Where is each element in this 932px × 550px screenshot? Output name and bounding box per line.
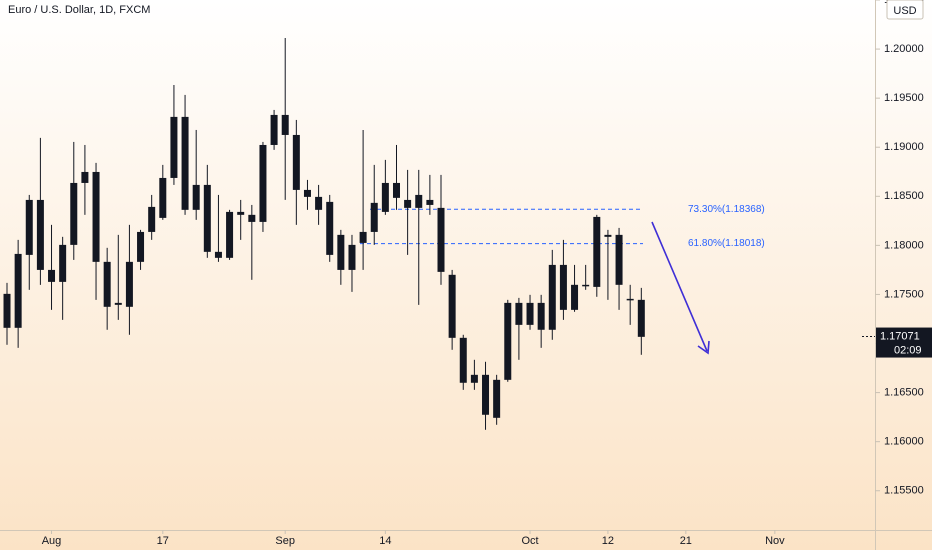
candle-body [248, 214, 256, 222]
candle-body [559, 264, 567, 310]
candle-body [415, 194, 423, 208]
candle-body [48, 269, 56, 282]
chart-title: Euro / U.S. Dollar, 1D, FXCM [8, 4, 150, 16]
candle-body [626, 298, 634, 301]
candle-body [292, 134, 300, 190]
candle-body [3, 293, 11, 328]
candle-body [70, 182, 78, 245]
countdown-label: 02:09 [894, 344, 922, 356]
candle-body [593, 216, 601, 287]
y-tick-label: 1.16000 [884, 436, 924, 448]
y-tick-label: 1.18500 [884, 190, 924, 202]
candle-body [281, 114, 289, 135]
candle-body [548, 264, 556, 330]
candle-body [92, 171, 100, 262]
candle-body [14, 253, 22, 328]
y-tick-label: 1.16500 [884, 386, 924, 398]
candle-body [470, 374, 478, 383]
x-tick-label: 21 [680, 535, 692, 547]
candle-body [426, 199, 434, 205]
candle-body [493, 379, 501, 418]
candle-body [582, 284, 590, 287]
plot-area: 73.30%(1.18368) 61.80%(1.18018) [3, 37, 765, 430]
candle-body [303, 189, 311, 197]
y-tick-label: 1.15500 [884, 485, 924, 497]
x-tick-label: 14 [379, 535, 391, 547]
x-tick-label: 12 [602, 535, 614, 547]
candle-body [192, 184, 200, 210]
fib-level-label: 61.80%(1.18018) [688, 238, 765, 249]
candle-body [214, 251, 222, 258]
candle-body [181, 116, 189, 210]
candle-body [226, 211, 234, 258]
candle-body [137, 231, 145, 262]
candle-body [370, 202, 378, 232]
candle-body [604, 234, 612, 237]
last-price-label: 1.17071 [880, 330, 920, 342]
candle-body [114, 302, 122, 305]
candle-body [504, 302, 512, 380]
y-tick-label: 1.19000 [884, 141, 924, 153]
candle-body [159, 177, 167, 218]
y-tick-label: 1.19500 [884, 92, 924, 104]
arrow-line [651, 221, 708, 352]
candle-body [348, 244, 356, 270]
candle-body [392, 182, 400, 198]
candle-body [637, 299, 645, 337]
candle-body [571, 284, 579, 310]
candle-body [237, 211, 245, 215]
candle-body [148, 206, 156, 232]
candle-body [459, 337, 467, 383]
arrow-head [697, 340, 710, 355]
y-tick-label: 1.18000 [884, 239, 924, 251]
candle-body [448, 274, 456, 338]
currency-box [886, 0, 924, 20]
candle-body [437, 207, 445, 272]
currency-label: USD [893, 5, 916, 17]
y-tick-label: 1.20000 [884, 43, 924, 55]
candle-body [315, 196, 323, 210]
candle-body [404, 199, 412, 208]
candle-body [526, 302, 534, 325]
candle-body [337, 234, 345, 270]
price-axis: 1.155001.160001.165001.170001.175001.180… [42, 0, 932, 547]
fib-level-label: 73.30%(1.18368) [688, 204, 765, 215]
candle-body [36, 199, 44, 270]
candle-body [515, 302, 523, 325]
candle-body [170, 116, 178, 178]
candle-body [81, 171, 89, 183]
x-tick-label: Sep [275, 535, 295, 547]
candle-body [125, 261, 133, 307]
candle-body [482, 374, 490, 415]
candle-body [59, 244, 67, 282]
candle-body [359, 231, 367, 243]
x-tick-label: 17 [157, 535, 169, 547]
y-tick-label: 1.17500 [884, 288, 924, 300]
x-tick-label: Nov [765, 535, 785, 547]
last-price-box [876, 327, 932, 358]
candle-body [326, 201, 334, 255]
candle-body [259, 144, 267, 222]
candle-body [615, 234, 623, 285]
candle-body [25, 199, 33, 255]
candle-body [537, 302, 545, 330]
candle-body [270, 114, 278, 145]
x-tick-label: Oct [521, 535, 538, 547]
x-tick-label: Aug [42, 535, 62, 547]
candle-body [103, 261, 111, 307]
candle-body [381, 182, 389, 212]
candle-body [203, 184, 211, 252]
